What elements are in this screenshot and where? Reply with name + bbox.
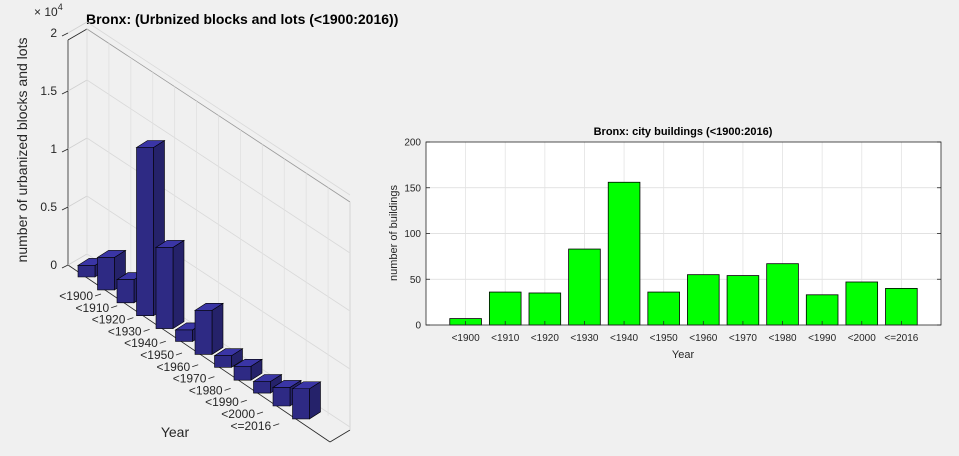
chart1-axis-top-left bbox=[67, 28, 88, 41]
chart1-ytick-mark bbox=[61, 264, 69, 269]
chart1-ytick-label: 2 bbox=[50, 26, 57, 40]
chart1-xtick-mark bbox=[127, 317, 134, 320]
chart1-xtick-mark bbox=[208, 376, 215, 379]
chart1-xtick-mark bbox=[192, 364, 199, 368]
chart1-xtick-label: <1940 bbox=[124, 336, 158, 350]
chart1-xtick-label: <1910 bbox=[75, 301, 109, 315]
chart1-ytick-mark bbox=[61, 148, 69, 153]
chart1-gridline-y-side bbox=[67, 253, 88, 266]
chart1-gridline-y-side bbox=[67, 195, 88, 208]
chart1-bar bbox=[232, 358, 264, 381]
chart1-bar bbox=[154, 239, 186, 330]
chart1-grid bbox=[67, 21, 351, 443]
chart1-xlabel: Year bbox=[161, 424, 190, 440]
chart1-xtick-label: <1990 bbox=[205, 395, 239, 409]
chart1-exponent-base: × 10 bbox=[34, 5, 58, 19]
chart1-xtick-label: <1960 bbox=[156, 360, 190, 374]
chart1-xtick-label: <1900 bbox=[59, 289, 93, 303]
chart1-xtick-label: <1950 bbox=[140, 348, 174, 362]
chart1-gridline-y-side bbox=[67, 21, 88, 34]
chart1-xtick-label: <2000 bbox=[221, 407, 255, 421]
chart1-exponent: × 104 bbox=[34, 2, 63, 19]
chart1-ytick-mark bbox=[61, 32, 69, 37]
chart1-floor-front-edge bbox=[329, 429, 351, 443]
chart1-xtick-mark bbox=[256, 411, 264, 415]
chart1-gridline-y bbox=[86, 21, 351, 196]
chart1-ytick-label: 0 bbox=[50, 258, 57, 272]
chart1-xtick-label: <1980 bbox=[189, 383, 223, 397]
chart1-gridline-y-side bbox=[67, 79, 88, 92]
chart1-xtick-label: <=2016 bbox=[230, 419, 271, 433]
chart1-ytick-label: 1 bbox=[50, 142, 57, 156]
chart1-xtick-label: <1970 bbox=[173, 372, 207, 386]
chart1-gridline-y-side bbox=[67, 137, 88, 150]
chart1-ylabel: number of urbanized blocks and lots bbox=[14, 38, 30, 263]
chart1-ytick-mark bbox=[61, 90, 69, 95]
chart1-bar bbox=[213, 348, 244, 368]
chart1-ytick-label: 0.5 bbox=[40, 200, 57, 214]
chart1-exponent-power: 4 bbox=[58, 2, 63, 12]
chart1-bar bbox=[193, 302, 225, 355]
chart1-xtick-mark bbox=[175, 352, 183, 356]
chart1-xtick-mark bbox=[111, 305, 118, 309]
chart1-xtick-mark bbox=[94, 293, 102, 297]
chart1-xtick-mark bbox=[273, 423, 280, 427]
chart1-ytick-mark bbox=[61, 206, 69, 211]
chart1-bars bbox=[76, 139, 322, 420]
chart1-xtick-mark bbox=[240, 399, 247, 403]
chart1-xtick-mark bbox=[224, 388, 231, 391]
chart1-xtick-label: <1920 bbox=[92, 313, 126, 327]
chart1-xtick-mark bbox=[159, 340, 166, 344]
chart1-title: Bronx: (Urbnized blocks and lots (<1900:… bbox=[86, 11, 398, 27]
chart1-x-ticks: <1900<1910<1920<1930<1940<1950<1960<1970… bbox=[59, 289, 280, 433]
chart1-xtick-label: <1930 bbox=[108, 324, 142, 338]
chart1-xtick-mark bbox=[143, 329, 150, 332]
chart1-y-ticks: 0 0.5 1 1.5 2 bbox=[40, 26, 69, 272]
chart1-bar bbox=[291, 381, 322, 420]
chart1-ytick-label: 1.5 bbox=[40, 84, 57, 98]
